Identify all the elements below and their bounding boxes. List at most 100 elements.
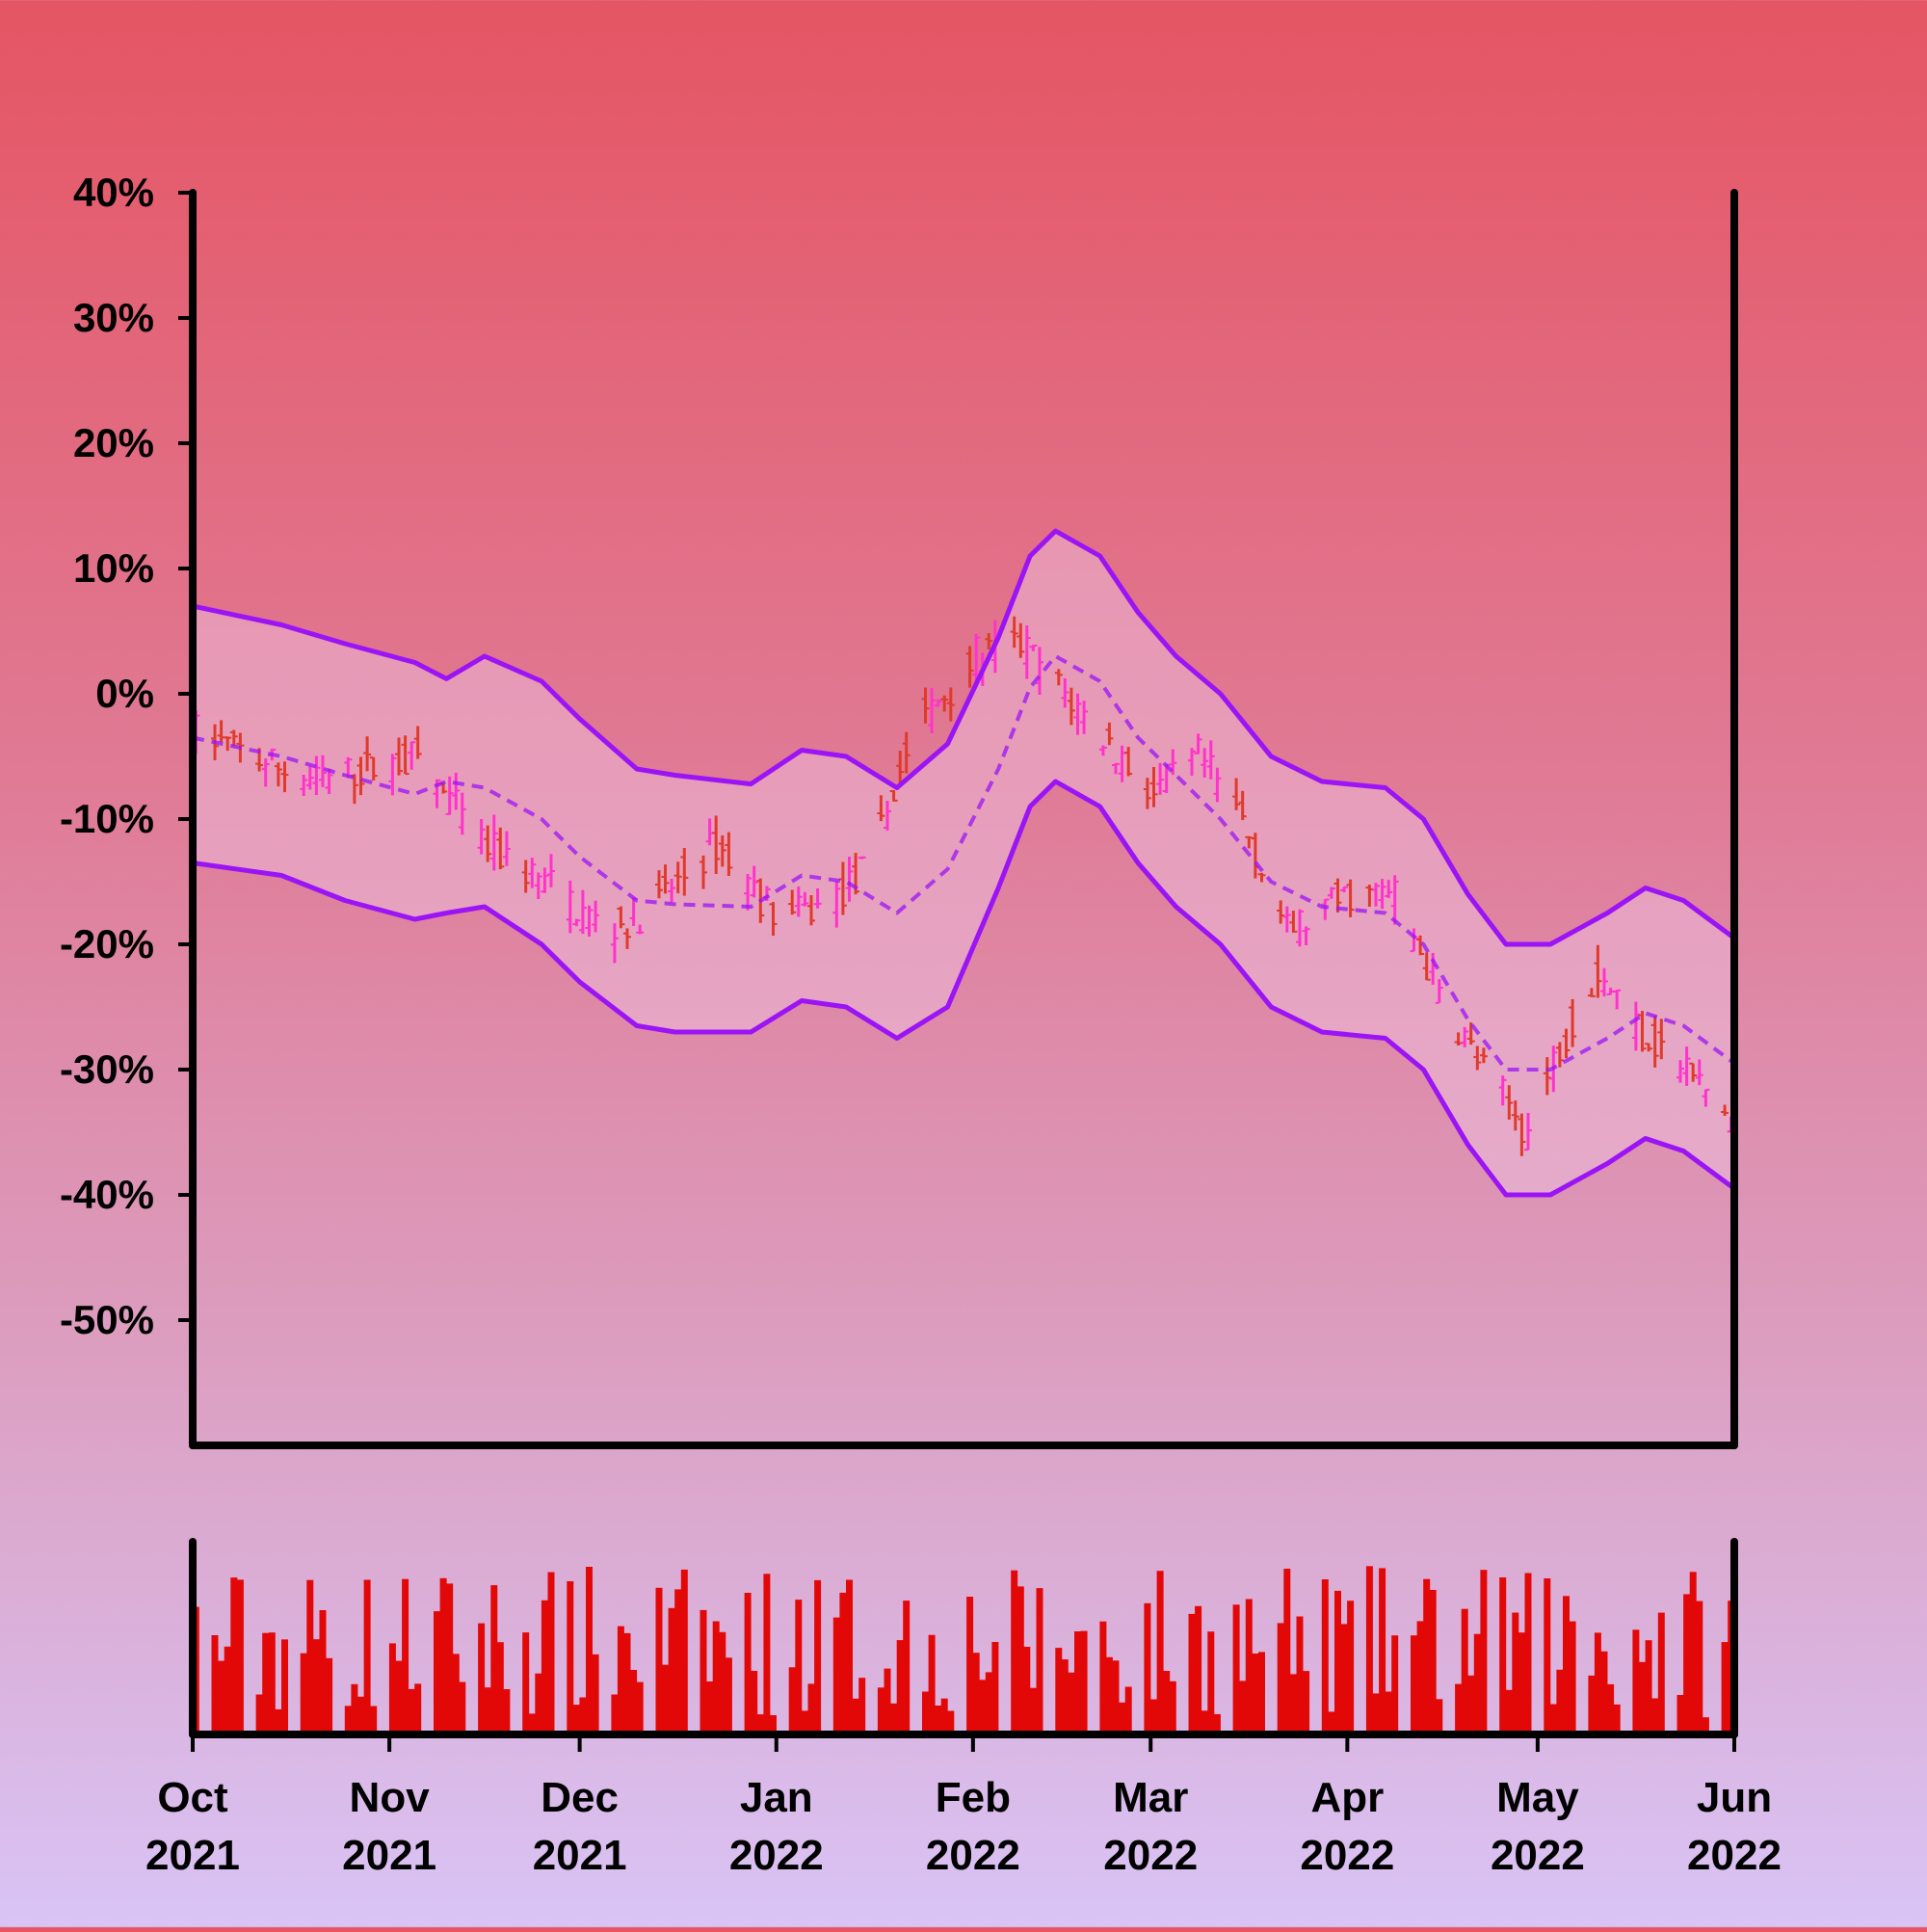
volume-bar — [370, 1706, 378, 1734]
volume-bar — [496, 1642, 504, 1734]
x-tick-label-month: Nov — [350, 1774, 431, 1821]
volume-bar — [1645, 1640, 1652, 1734]
x-tick-label-year: 2022 — [1491, 1832, 1585, 1879]
volume-bar — [1569, 1621, 1576, 1734]
y-tick-label: -40% — [60, 1172, 154, 1217]
volume-bar — [211, 1635, 219, 1734]
volume-bar — [484, 1687, 491, 1734]
volume-bar — [1169, 1681, 1176, 1734]
volume-bar — [611, 1694, 619, 1734]
lower-band-line — [192, 779, 1736, 1198]
volume-bar — [1023, 1647, 1031, 1734]
x-tick-label-month: Apr — [1310, 1774, 1384, 1821]
volume-bar — [1436, 1699, 1443, 1734]
band-fill-area — [193, 531, 1734, 1195]
volume-bar — [1105, 1656, 1113, 1734]
volume-bar — [985, 1672, 992, 1734]
volume-bar — [572, 1705, 580, 1734]
volume-bar — [1651, 1698, 1659, 1734]
volume-bar — [795, 1600, 803, 1734]
volume-bar — [1328, 1711, 1335, 1734]
volume-bar — [922, 1691, 929, 1734]
volume-bar — [567, 1581, 574, 1734]
volume-bar — [1689, 1572, 1697, 1734]
volume-bar — [522, 1632, 530, 1734]
volume-bar — [1683, 1594, 1691, 1734]
volume-bar — [1379, 1568, 1386, 1734]
volume-bar — [940, 1698, 948, 1734]
volume-bar — [991, 1642, 999, 1734]
volume-bars — [192, 1566, 1735, 1734]
volume-bar — [395, 1660, 403, 1734]
volume-bar — [1340, 1624, 1348, 1734]
x-tick-label-year: 2022 — [1103, 1832, 1198, 1879]
volume-bar — [1144, 1602, 1151, 1734]
volume-bar — [1055, 1648, 1063, 1734]
volume-bar — [1289, 1674, 1297, 1734]
y-tick-label: -30% — [60, 1046, 154, 1092]
volume-bar — [1391, 1635, 1399, 1734]
volume-bar — [1473, 1633, 1481, 1734]
volume-bar — [807, 1683, 815, 1734]
volume-bar — [439, 1577, 447, 1734]
volume-bar — [756, 1714, 764, 1734]
volume-bar — [1195, 1605, 1202, 1734]
price-panel: 40% 30% 20% 10% 0% -10% -20% -30% -40% -50% — [60, 170, 1738, 1449]
volume-bar — [312, 1639, 320, 1734]
volume-bar — [1068, 1672, 1075, 1734]
volume-bar — [408, 1688, 415, 1734]
volume-bar — [452, 1654, 460, 1734]
volume-bar — [966, 1597, 974, 1734]
volume-bar — [218, 1660, 225, 1734]
volume-bar — [719, 1631, 726, 1734]
x-tick-label-year: 2021 — [145, 1832, 240, 1879]
volume-bar — [1518, 1632, 1525, 1734]
volume-bar — [592, 1654, 599, 1734]
volume-bar — [1188, 1613, 1196, 1734]
volume-bar — [490, 1585, 498, 1734]
volume-bar — [351, 1683, 358, 1734]
volume-bar — [858, 1678, 866, 1734]
volume-bar — [725, 1657, 732, 1734]
band-fill-layer — [193, 531, 1734, 1195]
volume-bar — [1372, 1693, 1380, 1734]
volume-bar — [1676, 1695, 1684, 1734]
volume-bar — [1099, 1621, 1107, 1734]
volume-bar — [300, 1653, 307, 1734]
volume-bar — [275, 1708, 282, 1734]
volume-bar — [890, 1703, 898, 1734]
volume-bar — [1303, 1671, 1310, 1734]
x-tick-label-month: Oct — [157, 1774, 228, 1821]
y-tick-label: -50% — [60, 1297, 154, 1342]
volume-bar — [1696, 1601, 1703, 1734]
y-tick-label: 10% — [73, 545, 154, 591]
volume-bar — [1365, 1566, 1373, 1734]
volume-bar — [839, 1592, 847, 1734]
volume-bar — [1544, 1578, 1551, 1734]
volume-bar — [1239, 1681, 1247, 1734]
volume-bar — [268, 1632, 276, 1734]
volume-bar — [788, 1667, 796, 1734]
volume-bar — [972, 1653, 980, 1734]
volume-bar — [700, 1609, 707, 1734]
volume-bar — [1524, 1573, 1532, 1734]
volume-bar — [674, 1589, 682, 1734]
volume-bar — [1213, 1713, 1221, 1734]
volume-bar — [1036, 1588, 1043, 1734]
volume-bar — [1632, 1629, 1640, 1734]
y-axis: 40% 30% 20% 10% 0% -10% -20% -30% -40% -50% — [60, 170, 193, 1342]
volume-bar — [1150, 1699, 1157, 1734]
volume-bar — [1258, 1652, 1265, 1734]
volume-bar — [1245, 1599, 1253, 1734]
y-tick-label: 40% — [73, 170, 154, 215]
volume-bar — [1277, 1623, 1284, 1734]
volume-bar — [1607, 1683, 1615, 1734]
x-tick-label-year: 2022 — [1687, 1832, 1782, 1879]
volume-bar — [541, 1600, 548, 1734]
volume-bar — [852, 1698, 859, 1734]
volume-bar — [1721, 1642, 1729, 1734]
volume-bar — [1461, 1608, 1468, 1734]
volume-bar — [623, 1632, 631, 1734]
volume-bar — [1429, 1590, 1437, 1734]
